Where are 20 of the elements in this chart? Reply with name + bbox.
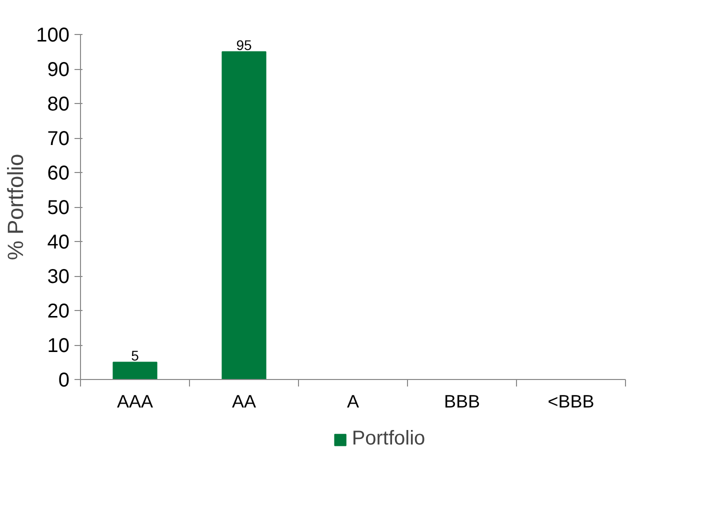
x-tick-label: BBB (444, 392, 480, 412)
y-tick-label: 90 (47, 59, 70, 81)
x-tick-label: AA (232, 392, 256, 412)
y-tick-label: 40 (47, 232, 70, 254)
y-tick-label: 50 (47, 197, 70, 219)
x-tick-label: A (346, 392, 360, 412)
y-tick-label: 60 (47, 162, 70, 184)
y-tick-label: 0 (58, 370, 70, 392)
y-tick-label: 30 (47, 266, 70, 288)
x-tick-label: <BBB (548, 392, 594, 412)
legend-label: Portfolio (352, 428, 426, 450)
y-tick-label: 100 (36, 24, 70, 46)
y-axis-title: % Portfolio (3, 154, 28, 260)
y-tick-label: 80 (47, 94, 70, 116)
data-label: 95 (236, 36, 252, 53)
y-tick-label: 20 (47, 300, 70, 322)
x-tick-label: AAA (116, 392, 154, 412)
y-tick-label: 10 (47, 335, 70, 357)
data-label: 5 (131, 347, 140, 364)
y-tick-label: 70 (47, 128, 70, 150)
